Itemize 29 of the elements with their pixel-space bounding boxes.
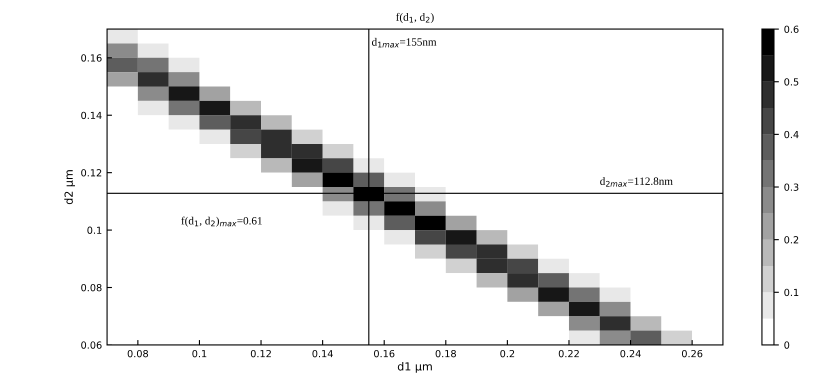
- color-bar-label: 0: [784, 341, 790, 349]
- color-bar-label: 0.5: [784, 78, 798, 86]
- y-tick-label: 0.16: [81, 54, 102, 62]
- annotation: f(d$_{1}$, d$_{2}$)$_{max}$=0.61: [181, 216, 262, 227]
- y-tick-label: 0.14: [81, 112, 102, 120]
- x-tick-label: 0.24: [620, 350, 641, 358]
- color-bar-label: 0.1: [784, 288, 798, 296]
- x-tick-label: 0.14: [312, 350, 333, 358]
- x-tick-label: 0.08: [128, 350, 148, 358]
- x-tick-label: 0.16: [374, 350, 394, 358]
- y-tick-label: 0.06: [81, 341, 102, 349]
- color-bar-label: 0.2: [784, 236, 798, 244]
- x-axis-title: d1 µm: [398, 362, 432, 373]
- color-bar-label: 0.4: [784, 130, 799, 138]
- x-tick-label: 0.2: [500, 350, 514, 358]
- x-tick-label: 0.22: [558, 350, 579, 358]
- y-axis-title: d2 µm: [64, 170, 76, 204]
- chart-title: f(d$_{1}$, d$_{2}$): [396, 12, 434, 24]
- y-tick-label: 0.12: [81, 169, 102, 176]
- y-tick-label: 0.1: [87, 226, 102, 234]
- x-tick-label: 0.18: [436, 350, 456, 358]
- ref-line-label: d$_{2max}$=112.8nm: [600, 177, 673, 187]
- color-bar-label: 0.3: [784, 183, 798, 191]
- x-tick-label: 0.1: [192, 350, 206, 358]
- y-tick-label: 0.08: [81, 284, 102, 292]
- x-tick-label: 0.26: [682, 350, 702, 358]
- x-tick-label: 0.12: [250, 350, 271, 358]
- color-bar-label: 0.6: [784, 26, 799, 33]
- ref-line-label: d$_{1max}$=155nm: [372, 38, 436, 48]
